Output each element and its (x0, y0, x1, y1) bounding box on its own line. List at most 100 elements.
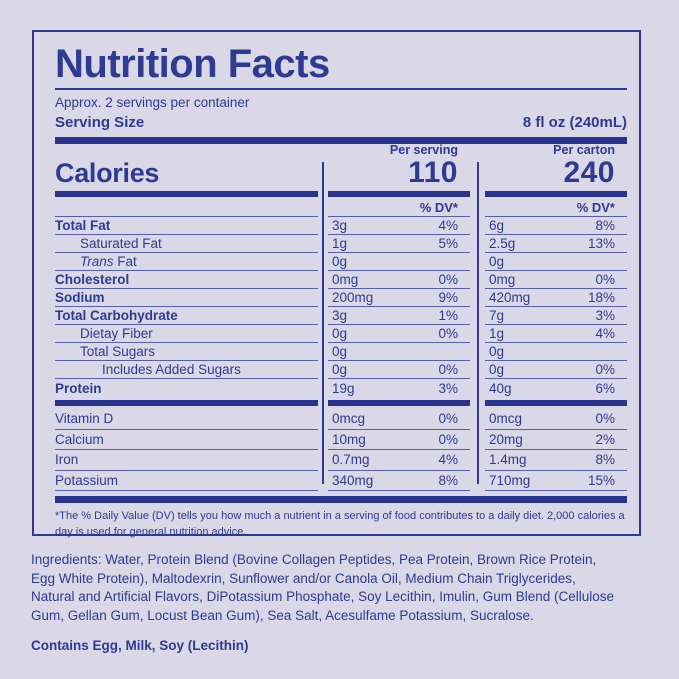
per-serving-dv: 4% (438, 218, 458, 233)
per-carton-amount: 2.5g (489, 236, 516, 251)
column-divider-right (477, 162, 479, 484)
column-divider-left (322, 162, 324, 484)
serving-size-value: 8 fl oz (240mL) (522, 114, 627, 131)
mineral-row-iron: Iron 0.7mg 4% 1.4mg 8% (55, 450, 627, 471)
per-serving-amount: 3g (332, 218, 348, 233)
per-serving-amount: 0g (332, 254, 348, 269)
per-carton-amount: 6g (489, 218, 505, 233)
per-carton-amount: 0mcg (489, 411, 523, 427)
per-carton-amount: 40g (489, 380, 512, 396)
per-serving-dv: 9% (438, 290, 458, 305)
per-serving-dv: 1% (438, 308, 458, 323)
per-serving-amount: 0g (332, 326, 348, 341)
per-carton-dv: 18% (587, 290, 615, 305)
separator-bar (55, 137, 627, 144)
per-carton-header: Per carton (553, 143, 615, 157)
per-serving-amount: 200mg (332, 290, 374, 305)
per-serving-dv: 0% (438, 326, 458, 341)
calories-label-cell: Calories (55, 142, 318, 188)
per-carton-dv: 0% (595, 272, 615, 287)
calories-separator-bars (55, 191, 627, 197)
nutrient-label: Sodium (55, 290, 105, 305)
per-serving-amount: 0g (332, 362, 348, 377)
per-carton-amount: 0mg (489, 272, 516, 287)
per-serving-dv: 0% (438, 411, 458, 427)
per-serving-amount: 19g (332, 380, 355, 396)
mineral-row-potassium: Potassium 340mg 8% 710mg 15% (55, 471, 627, 491)
calories-label: Calories (55, 158, 160, 188)
per-serving-header: Per serving (389, 143, 458, 157)
per-serving-amount: 1g (332, 236, 348, 251)
nutrient-row-total-fat: Total Fat 3g 4% 6g 8% (55, 217, 627, 235)
nutrient-row-added-sugars: Includes Added Sugars 0g 0% 0g 0% (55, 361, 627, 379)
ingredients-text: Ingredients: Water, Protein Blend (Bovin… (31, 552, 615, 623)
per-carton-amount: 710mg (489, 472, 531, 488)
protein-separator-bars (55, 400, 627, 406)
mineral-row-vitamin-d: Vitamin D 0mcg 0% 0mcg 0% (55, 409, 627, 430)
per-serving-amount: 0mg (332, 272, 359, 287)
allergen-statement: Contains Egg, Milk, Soy (Lecithin) (31, 638, 249, 653)
serving-size-row: Serving Size 8 fl oz (240mL) (55, 114, 627, 132)
per-serving-amount: 0.7mg (332, 452, 370, 468)
nutrition-facts-title: Nutrition Facts (55, 42, 330, 86)
per-serving-amount: 340mg (332, 472, 374, 488)
nutrient-label: Saturated Fat (80, 236, 162, 251)
nutrient-label: Total Sugars (80, 344, 156, 359)
per-carton-amount: 0g (489, 344, 505, 359)
per-serving-dv: 0% (438, 431, 458, 447)
per-serving-amount: 10mg (332, 431, 366, 447)
per-carton-amount: 0g (489, 362, 505, 377)
per-carton-amount: 0g (489, 254, 505, 269)
per-serving-dv: 0% (438, 362, 458, 377)
per-carton-dv: 15% (587, 472, 615, 488)
nutrient-label: Includes Added Sugars (102, 362, 241, 377)
nutrition-label-panel: Nutrition Facts Approx. 2 servings per c… (32, 30, 641, 538)
nutrient-label: Trans Fat (80, 254, 137, 269)
nutrient-row-trans-fat: Trans Fat 0g 0g (55, 253, 627, 271)
nutrient-row-total-sugars: Total Sugars 0g 0g (55, 343, 627, 361)
per-serving-calories-cell: Per serving 110 (328, 142, 470, 188)
mineral-row-calcium: Calcium 10mg 0% 20mg 2% (55, 430, 627, 450)
nutrient-row-saturated-fat: Saturated Fat 1g 5% 2.5g 13% (55, 235, 627, 253)
per-carton-calories-value: 240 (563, 156, 615, 189)
nutrient-label: Potassium (55, 472, 119, 488)
calories-row: Calories Per serving 110 Per carton 240 (55, 142, 627, 188)
per-serving-amount: 0g (332, 344, 348, 359)
per-serving-dv: 8% (438, 472, 458, 488)
per-carton-calories-cell: Per carton 240 (485, 142, 627, 188)
per-carton-dv-header: % DV* (485, 198, 627, 217)
per-carton-dv: 2% (595, 431, 615, 447)
daily-value-footnote: *The % Daily Value (DV) tells you how mu… (55, 510, 625, 538)
per-carton-amount: 20mg (489, 431, 523, 447)
per-serving-dv: 0% (438, 272, 458, 287)
per-serving-dv: 5% (438, 236, 458, 251)
per-carton-dv: 3% (595, 308, 615, 323)
servings-per-container: Approx. 2 servings per container (55, 95, 250, 110)
per-carton-amount: 7g (489, 308, 505, 323)
title-divider (55, 88, 627, 90)
nutrient-label: Dietay Fiber (80, 326, 153, 341)
nutrient-row-total-carbohydrate: Total Carbohydrate 3g 1% 7g 3% (55, 307, 627, 325)
per-carton-dv: 0% (595, 411, 615, 427)
nutrient-label: Cholesterol (55, 272, 130, 287)
nutrient-label: Total Fat (55, 218, 111, 233)
bottom-separator-bar (55, 496, 627, 503)
per-carton-amount: 420mg (489, 290, 531, 305)
per-serving-dv: 3% (438, 380, 458, 396)
per-carton-amount: 1.4mg (489, 452, 527, 468)
nutrient-label: Iron (55, 452, 79, 468)
nutrient-row-sodium: Sodium 200mg 9% 420mg 18% (55, 289, 627, 307)
nutrient-row-cholesterol: Cholesterol 0mg 0% 0mg 0% (55, 271, 627, 289)
dv-header-row: % DV* % DV* (55, 198, 627, 217)
per-serving-calories-value: 110 (408, 156, 458, 189)
nutrition-table: Calories Per serving 110 Per carton 240 … (55, 142, 627, 540)
label-header: Nutrition Facts Approx. 2 servings per c… (55, 32, 627, 144)
nutrient-row-dietary-fiber: Dietay Fiber 0g 0% 1g 4% (55, 325, 627, 343)
per-serving-dv-header: % DV* (328, 198, 470, 217)
per-carton-dv: 8% (595, 218, 615, 233)
per-serving-amount: 0mcg (332, 411, 366, 427)
per-serving-dv: 4% (438, 452, 458, 468)
nutrient-label: Protein (55, 380, 102, 396)
per-carton-amount: 1g (489, 326, 505, 341)
per-carton-dv: 8% (595, 452, 615, 468)
